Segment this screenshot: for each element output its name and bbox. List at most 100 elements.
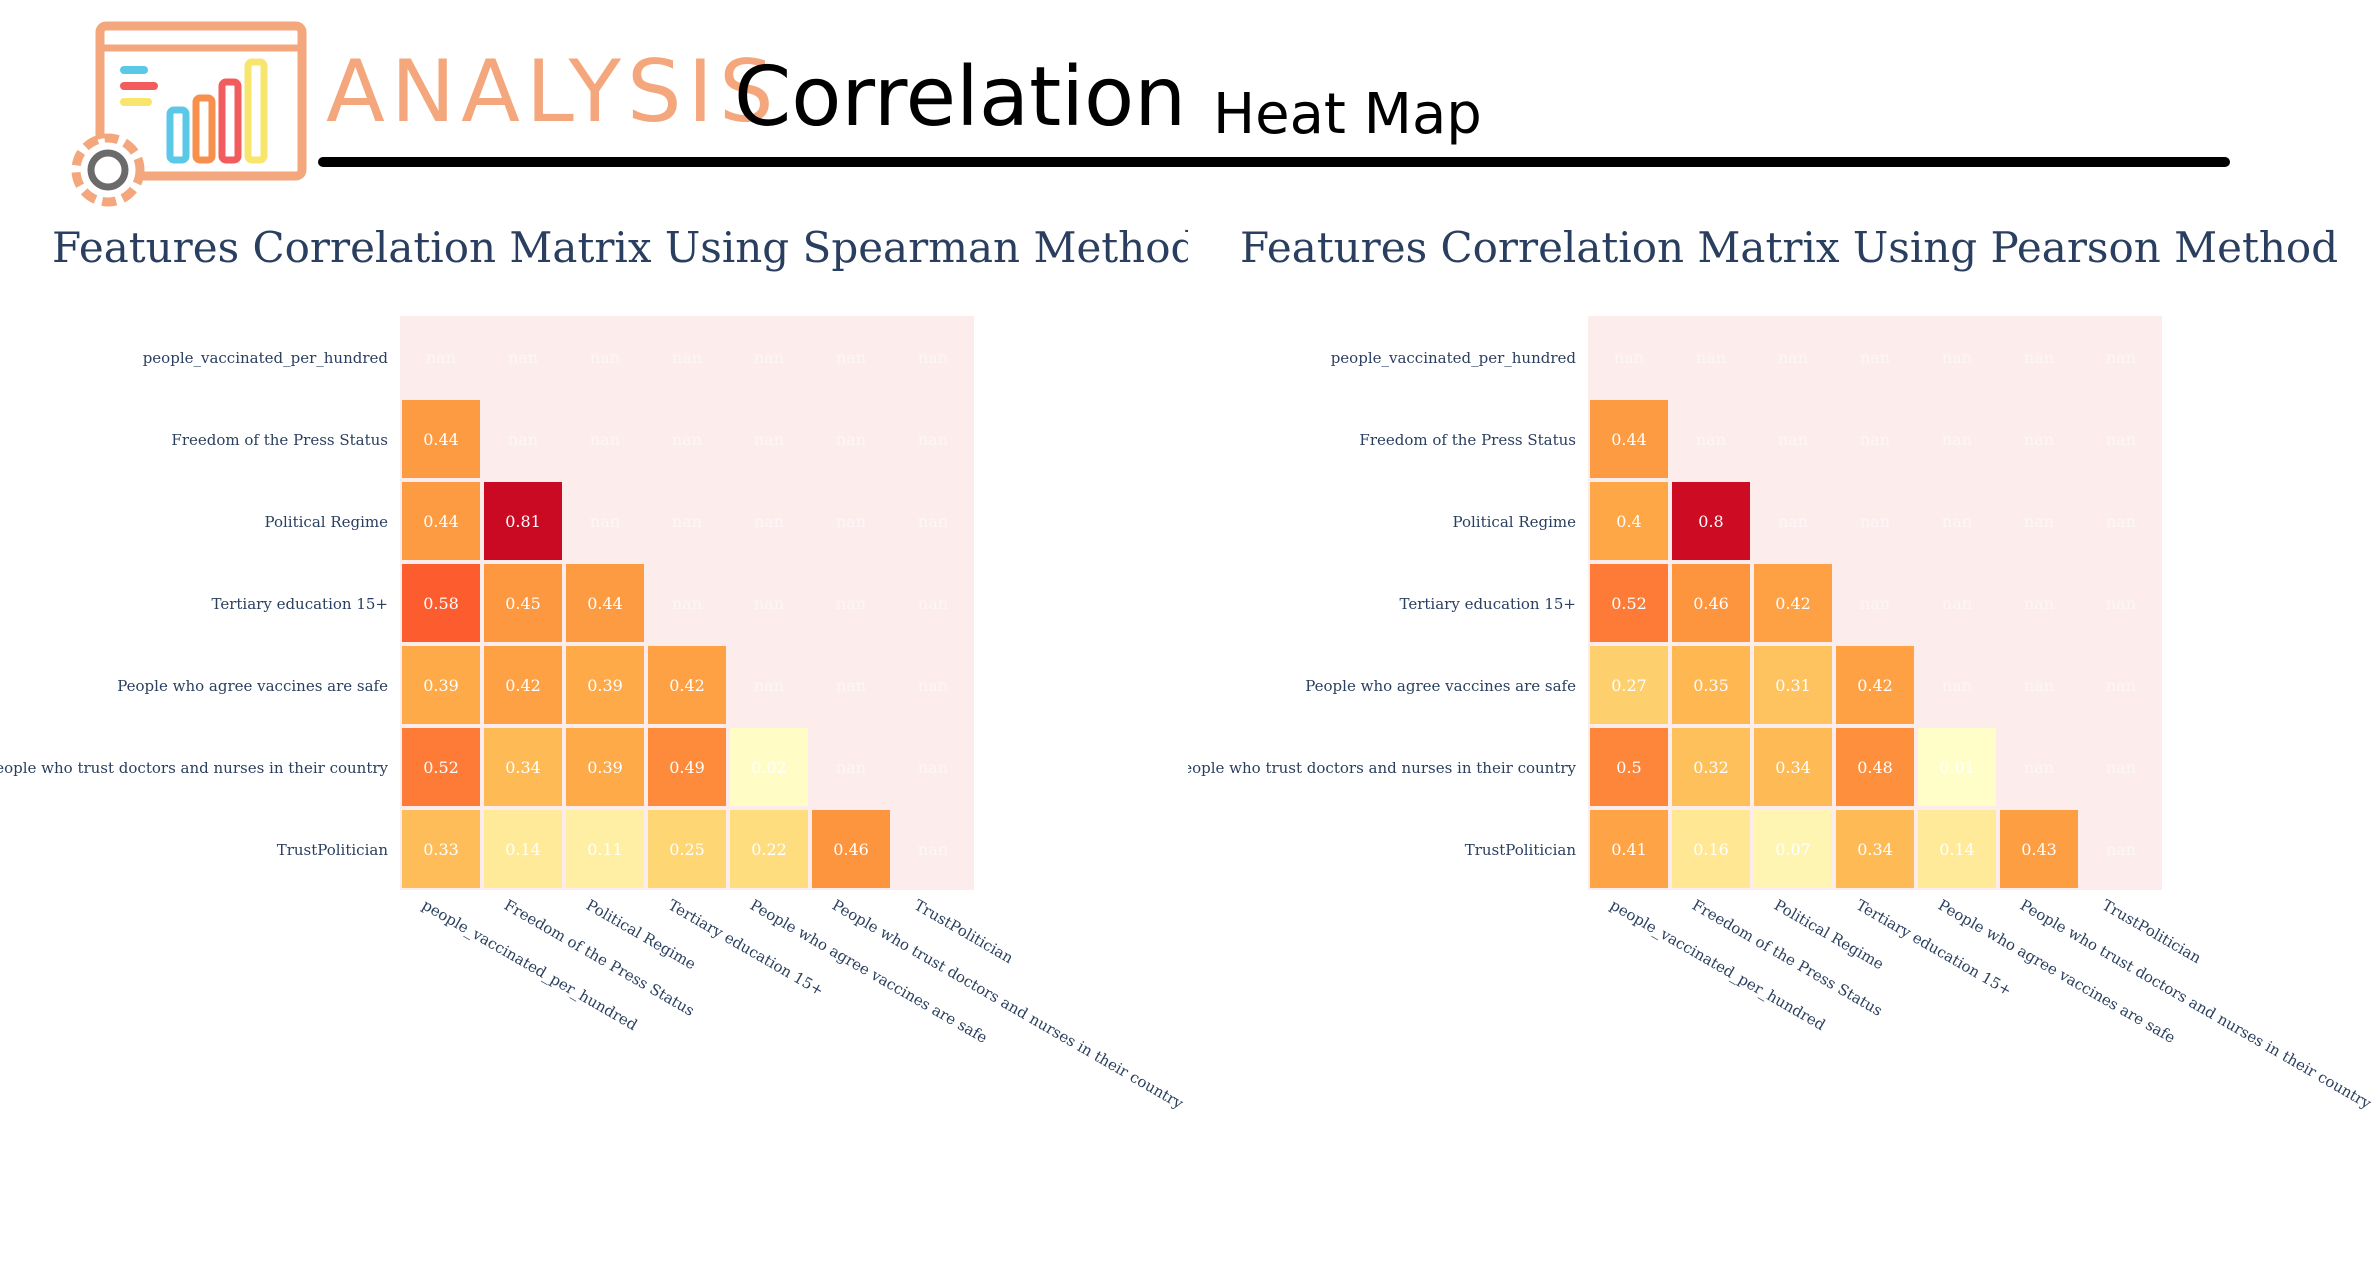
nan-cell-label: nan [1860,512,1890,531]
cell-value-label: 0.39 [423,676,459,695]
nan-cell-label: nan [1942,430,1972,449]
y-tick-label: People who agree vaccines are safe [117,677,388,695]
cell-value-label: 0.44 [1611,430,1647,449]
cell-value-label: 0.25 [669,840,705,859]
nan-cell-label: nan [1860,430,1890,449]
y-tick-label: Political Regime [1452,513,1576,531]
cell-value-label: 0.11 [587,840,623,859]
cell-value-label: 0.41 [1611,840,1647,859]
chart-title: Features Correlation Matrix Using Pearso… [1240,223,2338,272]
nan-cell-label: nan [918,758,948,777]
nan-cell-label: nan [2024,348,2054,367]
nan-cell-label: nan [1860,348,1890,367]
heatmap-cell [484,646,562,724]
heatmap-cell [1754,646,1832,724]
pearson-heatmap: Features Correlation Matrix Using Pearso… [1188,223,2375,1113]
cell-value-label: 0.02 [751,758,787,777]
heatmap-cell [1672,728,1750,806]
nan-cell-label: nan [918,348,948,367]
nan-cell-label: nan [1942,676,1972,695]
heatmap-cell [1672,482,1750,560]
nan-cell-label: nan [672,348,702,367]
heatmap-cell [566,728,644,806]
cell-value-label: 0.14 [1939,840,1975,859]
x-tick-label: Tertiary education 15+ [665,896,827,1000]
heatmap-cell [648,810,726,888]
y-tick-label: Tertiary education 15+ [1400,595,1577,613]
heatmap-cell [1590,400,1668,478]
cell-value-label: 0.81 [505,512,541,531]
heatmap-cell [402,810,480,888]
nan-cell-label: nan [754,594,784,613]
heatmap-cell [402,482,480,560]
nan-cell-label: nan [2106,758,2136,777]
nan-cell-label: nan [426,348,456,367]
y-tick-label: People who trust doctors and nurses in t… [0,759,389,777]
heatmap-cell [484,482,562,560]
heatmap-cell [1836,646,1914,724]
cell-value-label: 0.39 [587,758,623,777]
cell-value-label: 0.32 [1693,758,1729,777]
nan-cell-label: nan [918,430,948,449]
heatmap-cell [2000,810,2078,888]
nan-cell-label: nan [2024,430,2054,449]
cell-value-label: 0.34 [505,758,541,777]
cell-value-label: 0.4 [1616,512,1641,531]
cell-value-label: 0.42 [1857,676,1893,695]
nan-cell-label: nan [836,348,866,367]
nan-cell-label: nan [754,512,784,531]
nan-cell-label: nan [1860,594,1890,613]
y-tick-label: People who agree vaccines are safe [1305,677,1576,695]
nan-cell-label: nan [590,512,620,531]
nan-cell-label: nan [1942,512,1972,531]
cell-value-label: 0.43 [2021,840,2057,859]
cell-value-label: 0.52 [423,758,459,777]
cell-value-label: 0.42 [1775,594,1811,613]
nan-cell-label: nan [754,676,784,695]
cell-value-label: 0.45 [505,594,541,613]
nan-cell-label: nan [836,758,866,777]
cell-value-label: 0.46 [1693,594,1729,613]
cell-value-label: 0.16 [1693,840,1729,859]
y-tick-label: people_vaccinated_per_hundred [1331,349,1577,367]
heatmap-cell [1836,810,1914,888]
cell-value-label: 0.44 [587,594,623,613]
nan-cell-label: nan [672,594,702,613]
cell-value-label: 0.34 [1857,840,1893,859]
y-tick-label: Freedom of the Press Status [171,431,388,449]
nan-cell-label: nan [1778,512,1808,531]
y-tick-label: people_vaccinated_per_hundred [143,349,389,367]
cell-value-label: 0.46 [833,840,869,859]
nan-cell-label: nan [2106,430,2136,449]
brand-word: ANALYSIS [326,42,780,142]
heatmap-cell [1918,810,1996,888]
nan-cell-label: nan [508,348,538,367]
nan-cell-label: nan [918,840,948,859]
spearman-heatmap: Features Correlation Matrix Using Spearm… [0,223,1188,1113]
cell-value-label: 0.31 [1775,676,1811,695]
cell-value-label: 0.33 [423,840,459,859]
nan-cell-label: nan [590,348,620,367]
nan-cell-label: nan [1696,348,1726,367]
page-title: Correlation [734,50,1187,145]
y-tick-label: Tertiary education 15+ [212,595,389,613]
cell-value-label: 0.49 [669,758,705,777]
cell-value-label: 0.14 [505,840,541,859]
cell-value-label: 0.5 [1616,758,1641,777]
cell-value-label: 0.01 [1939,758,1975,777]
heatmap-cell [1590,810,1668,888]
cell-value-label: 0.35 [1693,676,1729,695]
heatmap-cell [648,646,726,724]
cell-value-label: 0.42 [505,676,541,695]
heatmap-cell [730,728,808,806]
nan-cell-label: nan [2024,758,2054,777]
cell-value-label: 0.44 [423,430,459,449]
heatmap-cell [1590,646,1668,724]
heatmap-cell [812,810,890,888]
nan-cell-label: nan [672,512,702,531]
heatmap-cell [1754,810,1832,888]
cell-value-label: 0.22 [751,840,787,859]
chart-title: Features Correlation Matrix Using Spearm… [52,223,1188,272]
heatmap-cell [1590,564,1668,642]
heatmap-cell [566,564,644,642]
